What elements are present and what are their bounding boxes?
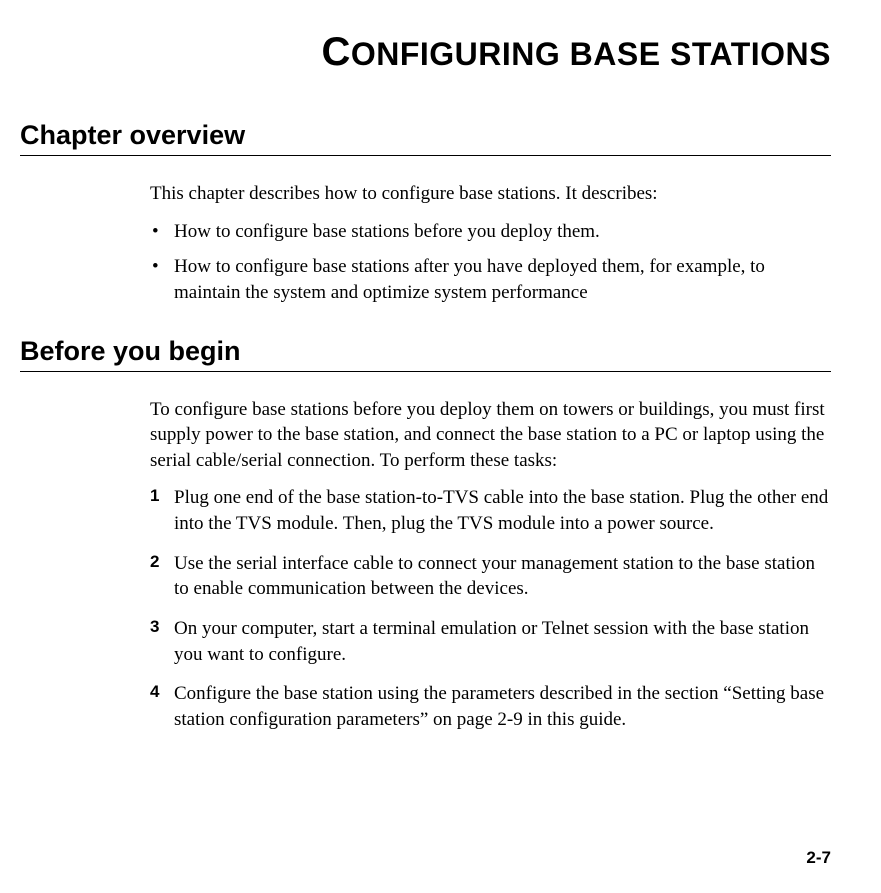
overview-intro: This chapter describes how to configure …: [150, 181, 831, 207]
step-number: 1: [150, 485, 159, 508]
step-text: Configure the base station using the par…: [174, 683, 824, 730]
before-content: To configure base stations before you de…: [150, 397, 831, 733]
overview-content: This chapter describes how to configure …: [150, 181, 831, 306]
step-number: 4: [150, 681, 159, 704]
overview-bullets: How to configure base stations before yo…: [150, 219, 831, 306]
title-rest: ONFIGURING BASE STATIONS: [351, 36, 831, 72]
before-intro: To configure base stations before you de…: [150, 397, 831, 474]
step-text: Plug one end of the base station-to-TVS …: [174, 487, 828, 534]
before-step-2: 2 Use the serial interface cable to conne…: [150, 551, 831, 602]
page-title: CONFIGURING BASE STATIONS: [20, 30, 831, 75]
before-step-4: 4 Configure the base station using the pa…: [150, 681, 831, 732]
before-steps: 1 Plug one end of the base station-to-TVS…: [150, 485, 831, 732]
step-number: 2: [150, 551, 159, 574]
title-first-letter: C: [321, 30, 350, 74]
step-text: Use the serial interface cable to connec…: [174, 553, 815, 600]
step-text: On your computer, start a terminal emula…: [174, 618, 809, 665]
page-number: 2-7: [806, 848, 831, 868]
before-step-1: 1 Plug one end of the base station-to-TVS…: [150, 485, 831, 536]
section-heading-before: Before you begin: [20, 336, 831, 372]
overview-bullet-2: How to configure base stations after you…: [150, 254, 831, 305]
before-step-3: 3 On your computer, start a terminal emul…: [150, 616, 831, 667]
section-heading-overview: Chapter overview: [20, 120, 831, 156]
overview-bullet-1: How to configure base stations before yo…: [150, 219, 831, 245]
step-number: 3: [150, 616, 159, 639]
